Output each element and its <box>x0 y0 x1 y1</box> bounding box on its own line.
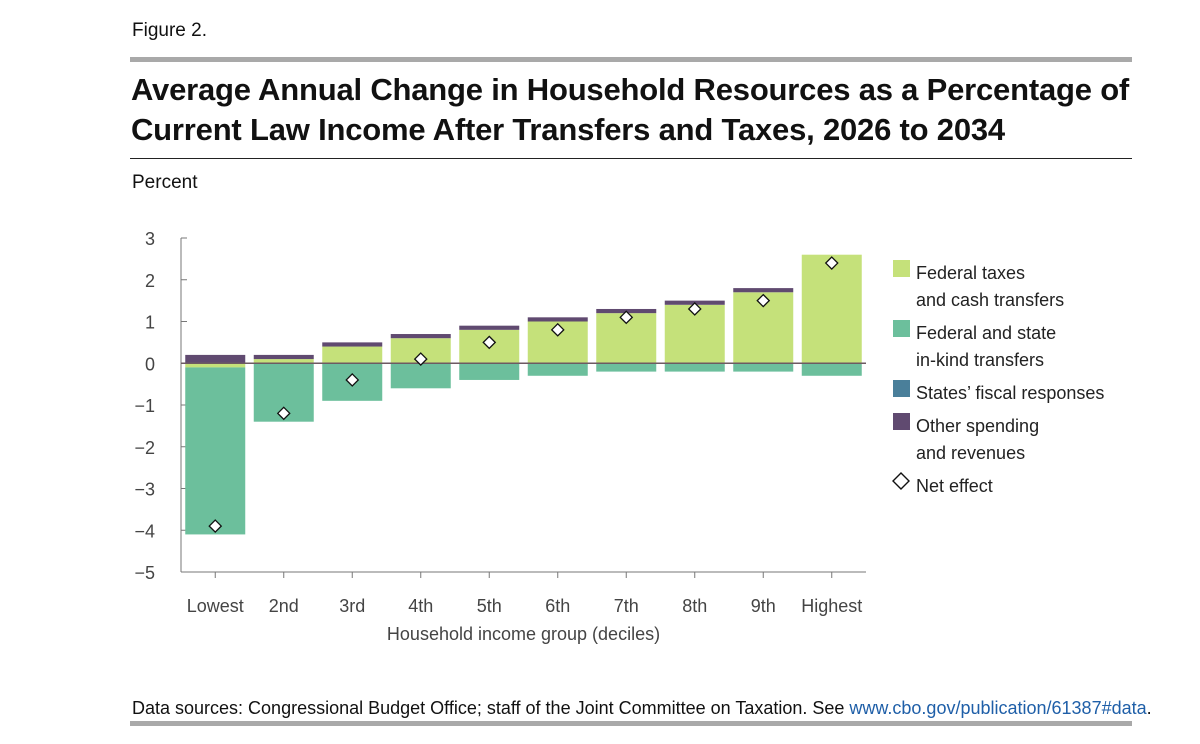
y-unit-label: Percent <box>132 172 198 193</box>
bar-segment <box>459 363 520 380</box>
y-tick-label: −4 <box>134 521 155 541</box>
bottom-rule <box>130 721 1132 726</box>
legend-label: Federal taxes <box>916 263 1025 283</box>
x-tick-label: 3rd <box>339 596 365 616</box>
net-effect-marker <box>619 310 634 325</box>
net-effect-marker <box>276 406 291 421</box>
bar-segment <box>322 342 383 347</box>
bar-segment <box>733 288 794 293</box>
legend-swatch <box>893 260 910 277</box>
chart-title: Average Annual Change in Household Resou… <box>131 70 1131 150</box>
stacked-bar-chart: 3 2 1 0 −1 −2 −3 −4 −5 Lowest 2nd 3rd 4th 5th 6th 7th 8t… <box>134 229 1104 644</box>
chart-title-line-2: Current Law Income After Transfers and T… <box>131 112 1005 147</box>
bar-segment <box>664 363 725 372</box>
bar-segment <box>801 254 862 364</box>
x-tick-label: 4th <box>408 596 433 616</box>
net-effect-marker <box>413 352 428 366</box>
source-link[interactable]: www.cbo.gov/publication/61387#data <box>849 698 1147 718</box>
x-tick-label: 6th <box>545 596 570 616</box>
y-tick-label: 2 <box>145 271 155 291</box>
top-rule <box>130 57 1132 62</box>
bar-segment <box>801 363 862 376</box>
bar-segment <box>185 363 246 368</box>
legend-label: Other spending <box>916 416 1039 436</box>
bar-segment <box>322 346 383 364</box>
legend-label: Federal and state <box>916 323 1056 343</box>
title-rule <box>130 158 1132 159</box>
x-tick-label: Highest <box>801 596 862 616</box>
x-tick-label: 8th <box>682 596 707 616</box>
net-effect-marker <box>550 322 565 337</box>
net-effect-marker <box>345 373 360 387</box>
legend-label: and revenues <box>916 443 1025 463</box>
bar-segment <box>185 367 246 535</box>
y-tick-label: 3 <box>145 229 155 249</box>
chart-title-line-1: Average Annual Change in Household Resou… <box>131 72 1130 107</box>
source-text: Data sources: Congressional Budget Offic… <box>132 698 850 718</box>
legend-label: States’ fiscal responses <box>916 383 1104 403</box>
legend-swatch <box>893 380 910 397</box>
legend-label: Net effect <box>916 476 993 496</box>
bar-segment <box>390 334 451 339</box>
bar-segment <box>185 354 246 364</box>
y-tick-label: −1 <box>134 396 155 416</box>
net-effect-marker <box>482 335 497 350</box>
net-effect-marker <box>824 256 839 270</box>
data-source-note: Data sources: Congressional Budget Offic… <box>132 698 1152 719</box>
legend-label: in-kind transfers <box>916 350 1044 370</box>
net-effect-marker <box>687 302 702 316</box>
x-tick-label: 5th <box>477 596 502 616</box>
bar-segment <box>527 363 588 376</box>
x-tick-label: 2nd <box>269 596 299 616</box>
legend-diamond <box>892 472 910 490</box>
bar-segment <box>390 363 451 389</box>
y-tick-label: 0 <box>145 354 155 374</box>
x-tick-label: Lowest <box>187 596 244 616</box>
bar-segment <box>459 325 520 330</box>
net-effect-marker <box>756 293 771 308</box>
x-tick-label: 7th <box>614 596 639 616</box>
x-tick-label: 9th <box>751 596 776 616</box>
y-tick-label: −3 <box>134 480 155 500</box>
figure-label: Figure 2. <box>132 20 207 41</box>
y-tick-label: 1 <box>145 313 155 333</box>
legend-swatch <box>893 320 910 337</box>
bar-segment <box>253 359 314 364</box>
bar-segment <box>253 354 314 360</box>
x-axis-title: Household income group (deciles) <box>387 624 660 644</box>
bar-segment <box>527 317 588 322</box>
bar-segment <box>596 363 657 372</box>
legend-swatch <box>893 413 910 430</box>
source-end: . <box>1146 698 1152 718</box>
bar-segment <box>733 363 794 372</box>
y-tick-label: −2 <box>134 438 155 458</box>
y-tick-label: −5 <box>134 563 155 583</box>
legend-label: and cash transfers <box>916 290 1064 310</box>
net-effect-marker <box>208 519 223 533</box>
